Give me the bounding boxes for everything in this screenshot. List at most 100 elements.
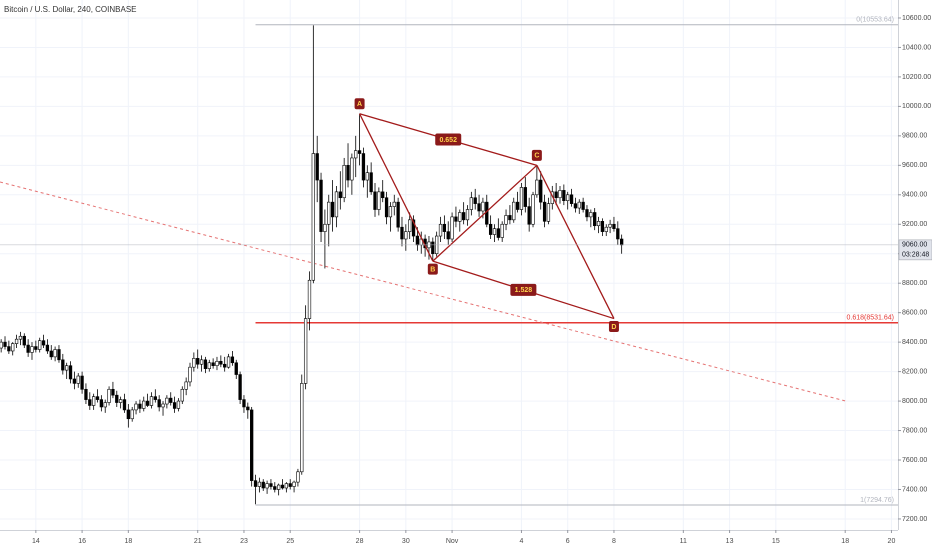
candle-body	[566, 194, 570, 201]
candle-body	[411, 219, 416, 237]
x-tick-label: 25	[286, 538, 294, 545]
candle-body	[30, 346, 34, 353]
candle-body	[14, 338, 19, 344]
candle-body	[45, 344, 50, 352]
candle-body	[41, 340, 46, 346]
y-tick-label: 10600.00	[902, 15, 931, 22]
candle-body	[142, 400, 146, 409]
y-tick-label: 9400.00	[902, 192, 927, 199]
y-tick-label: 10000.00	[902, 103, 931, 110]
candle-body	[172, 402, 177, 409]
y-tick-label: 7200.00	[902, 516, 927, 523]
x-tick-label: 16	[78, 538, 86, 545]
candle-body	[589, 212, 593, 218]
candle-body	[80, 375, 84, 390]
y-tick-label: 8800.00	[902, 280, 927, 287]
candle-body	[415, 235, 420, 246]
point-label: A	[357, 101, 362, 108]
candle-body	[161, 403, 165, 408]
x-tick-label: 8	[612, 538, 616, 545]
candle-body	[165, 397, 169, 405]
x-tick-label: 11	[680, 538, 687, 545]
x-tick-label: 20	[888, 538, 896, 545]
candle-body	[404, 231, 408, 240]
candle-body	[446, 231, 450, 240]
candle-body	[608, 223, 612, 228]
x-tick-label: Nov	[446, 538, 459, 545]
candle-body	[230, 356, 235, 364]
candle-body	[408, 219, 412, 232]
candle-body	[334, 191, 339, 218]
candle-body	[469, 197, 474, 210]
candle-body	[92, 396, 96, 406]
candle-body	[61, 359, 65, 371]
candle-body	[492, 228, 497, 235]
candle-body	[593, 212, 597, 227]
fib-label: 0(10553.64)	[856, 17, 894, 24]
candle-body	[253, 480, 258, 487]
x-tick-label: 18	[124, 538, 132, 545]
candle-body	[238, 374, 242, 400]
candle-body	[99, 399, 104, 408]
y-tick-label: 8200.00	[902, 368, 927, 375]
y-tick-label: 9800.00	[902, 133, 927, 140]
candle-body	[207, 362, 211, 369]
x-tick-label: 23	[240, 538, 248, 545]
pattern-leg	[359, 113, 434, 262]
y-tick-label: 9200.00	[902, 221, 927, 228]
candle-body	[442, 223, 447, 232]
candle-body	[18, 335, 23, 340]
candle-body	[465, 209, 470, 221]
x-tick-label: 18	[841, 538, 849, 545]
candle-body	[485, 201, 489, 225]
candle-body	[542, 201, 547, 222]
candle-body	[184, 381, 188, 390]
x-tick-label: 13	[726, 538, 734, 545]
candle-body	[277, 484, 281, 490]
x-tick-label: 14	[32, 538, 40, 545]
candle-body	[157, 399, 161, 408]
candle-body	[26, 344, 30, 353]
y-tick-label: 7600.00	[902, 457, 927, 464]
candle-body	[103, 402, 107, 408]
candle-body	[508, 215, 512, 221]
candle-body	[149, 396, 154, 406]
candle-body	[354, 150, 358, 159]
ratio-box	[435, 133, 462, 146]
candle-body	[49, 350, 53, 358]
candle-body	[581, 201, 585, 210]
candle-body	[288, 483, 292, 487]
fib-label: 0.618(8531.64)	[847, 315, 894, 322]
candle-body	[573, 203, 578, 209]
candle-body	[72, 378, 77, 384]
candle-body	[211, 362, 215, 367]
candle-body	[111, 388, 115, 396]
point-label: D	[611, 324, 616, 331]
candle-body	[512, 201, 516, 221]
candle-body	[246, 406, 250, 411]
candle-body	[311, 153, 315, 281]
candle-body	[616, 228, 620, 240]
candle-body	[450, 216, 454, 240]
candle-body	[22, 335, 26, 346]
candle-body	[192, 358, 196, 368]
candle-body	[350, 157, 354, 181]
candle-body	[531, 194, 535, 225]
candle-body	[307, 279, 312, 319]
candle-body	[300, 383, 304, 473]
candle-body	[3, 341, 7, 347]
candle-body	[199, 359, 204, 365]
candle-body	[388, 206, 393, 218]
candle-body	[365, 172, 369, 181]
pattern-leg	[536, 165, 615, 319]
y-tick-label: 8600.00	[902, 310, 927, 317]
x-tick-label: 4	[520, 538, 524, 545]
x-tick-label: 21	[194, 538, 202, 545]
candle-body	[346, 165, 350, 181]
candle-body	[284, 483, 289, 489]
candle-body	[323, 223, 327, 232]
x-tick-label: 6	[566, 538, 570, 545]
candle-body	[473, 197, 477, 204]
candle-body	[330, 201, 335, 218]
